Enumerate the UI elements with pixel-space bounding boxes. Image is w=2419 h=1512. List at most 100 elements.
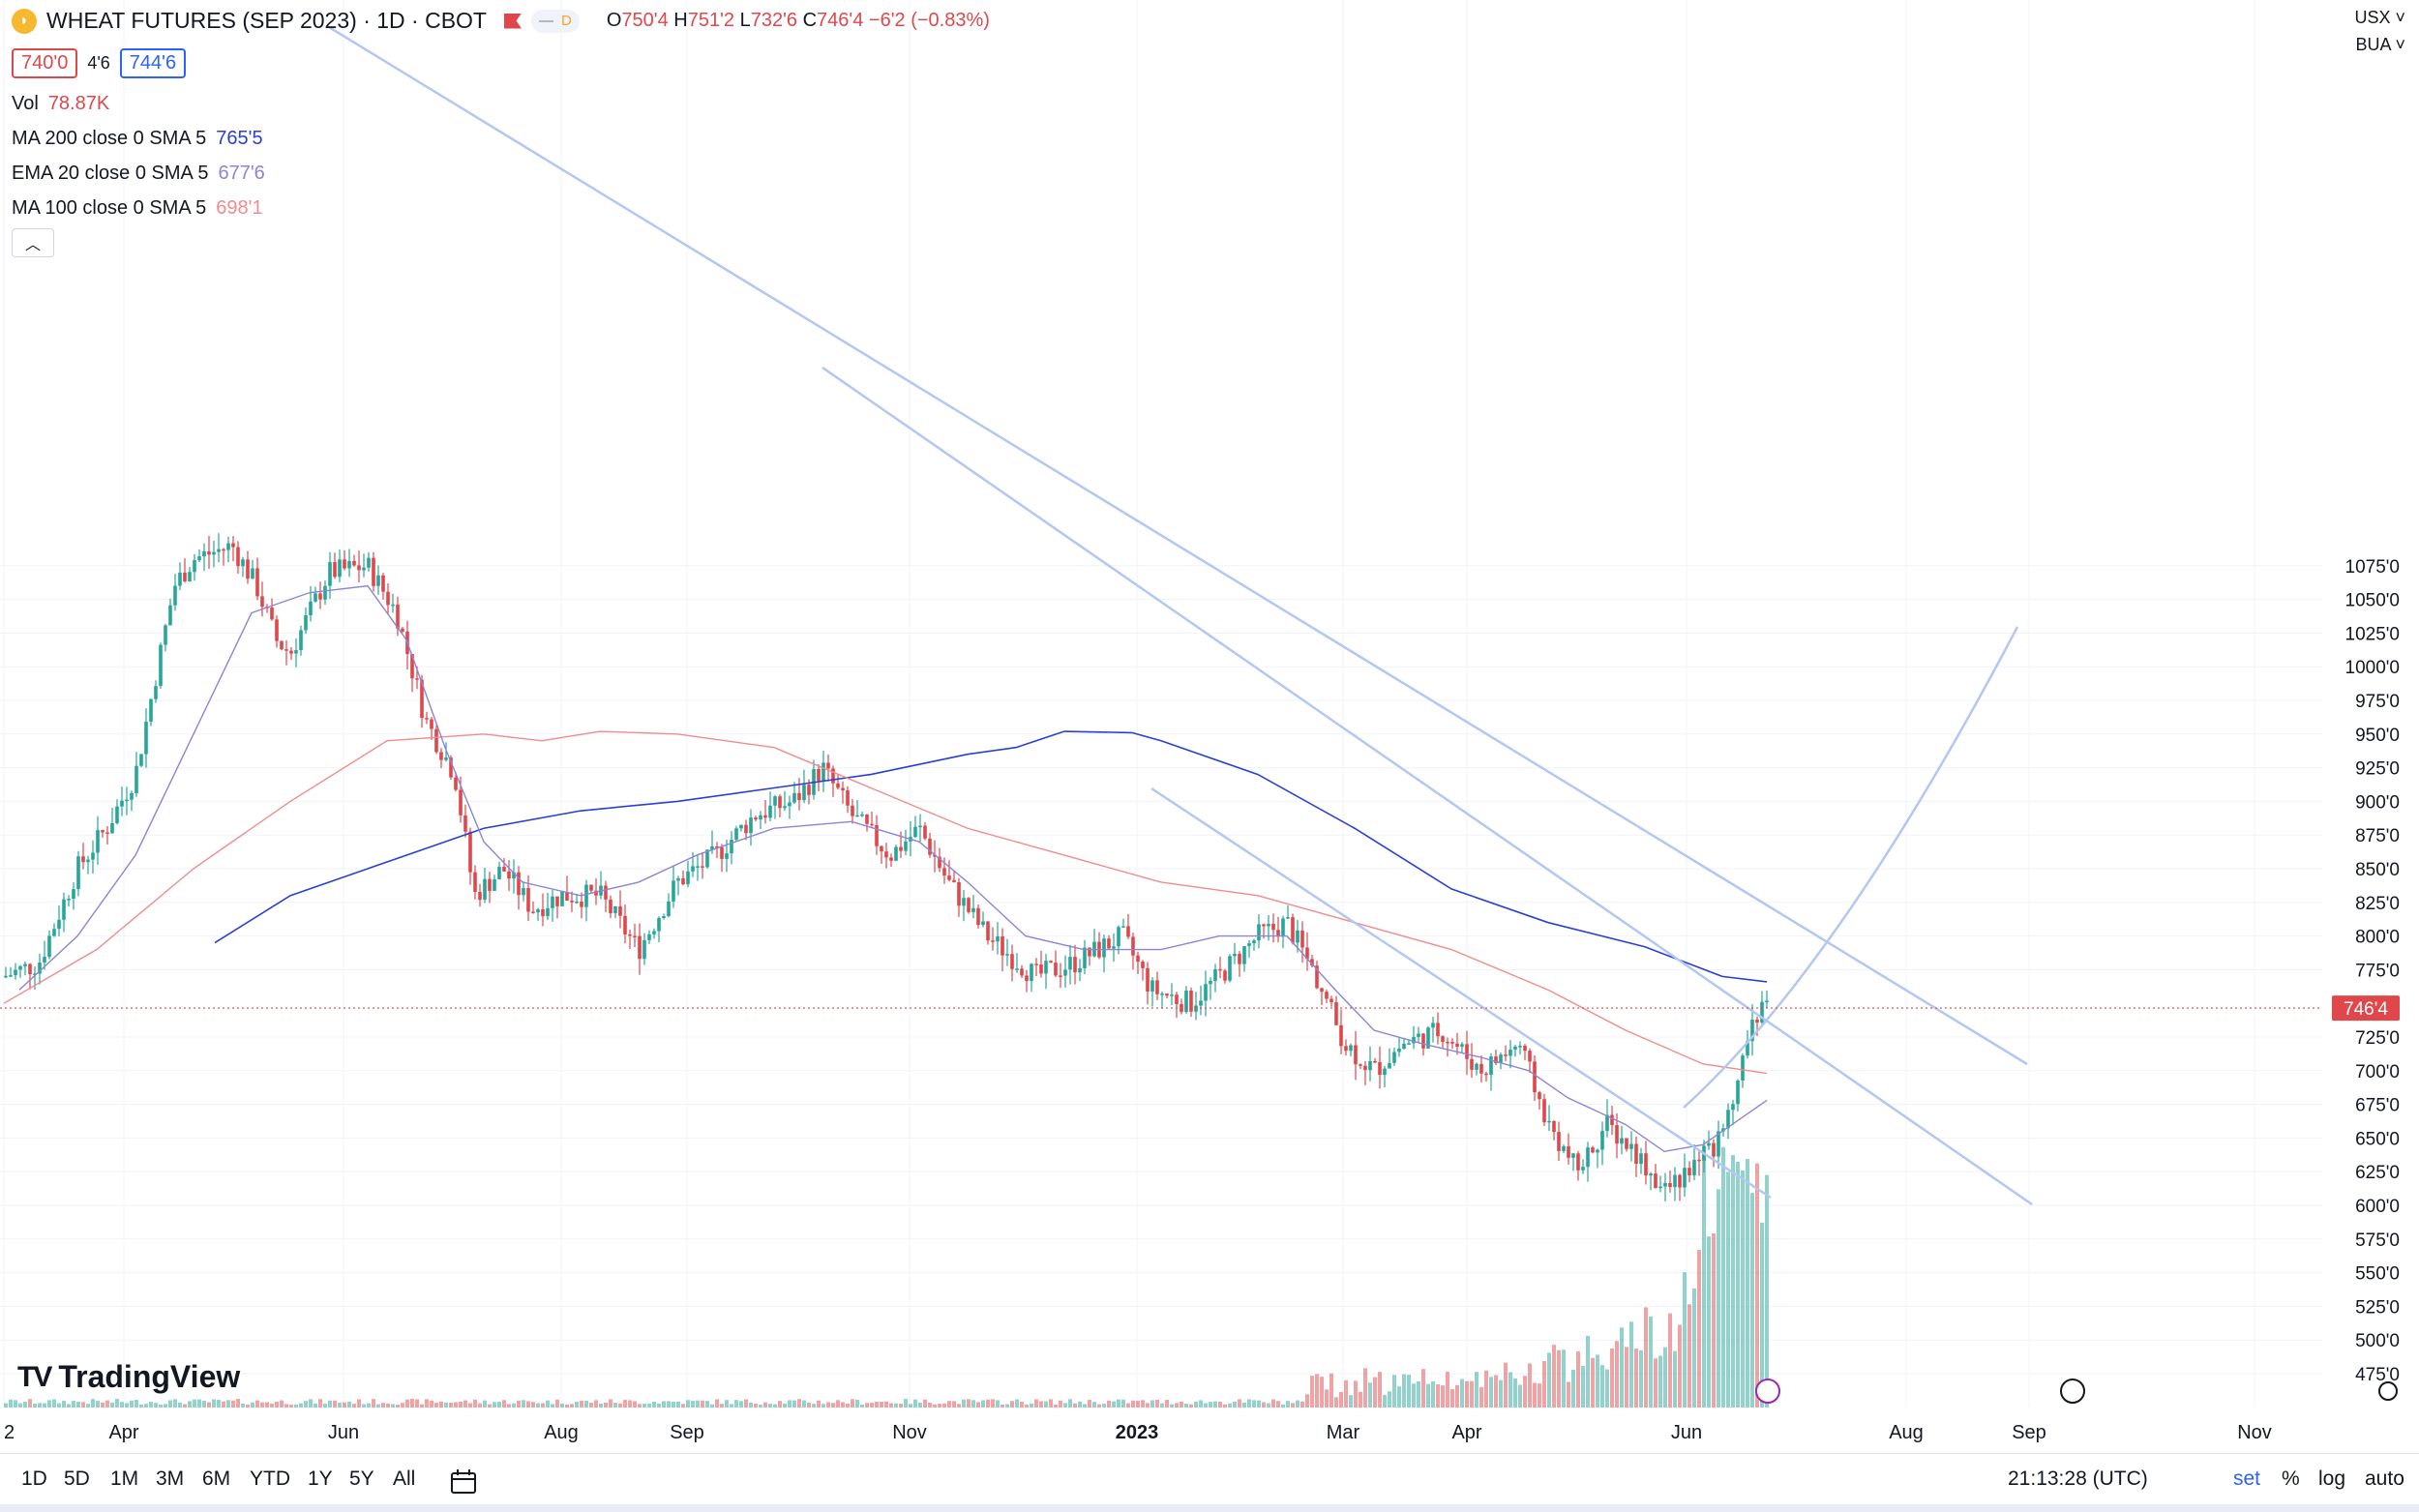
candle-body: [1121, 926, 1125, 928]
volume-bar: [420, 1404, 424, 1408]
currency-select[interactable]: USX ˅: [2354, 8, 2405, 27]
candle-body: [1233, 953, 1237, 957]
volume-bar: [1242, 1402, 1246, 1408]
candle-body: [343, 559, 346, 569]
volume-bar: [846, 1403, 850, 1408]
unit-select[interactable]: BUA ˅: [2355, 35, 2405, 54]
trendline-curve: [1683, 626, 2019, 1109]
candle-body: [333, 562, 337, 578]
candle-body: [1315, 965, 1319, 989]
indicator-vol[interactable]: Vol 78.87K: [12, 93, 110, 114]
price-axis-label: 1000'0: [2345, 658, 2400, 678]
volume-bar: [715, 1399, 719, 1408]
volume-bar: [488, 1404, 492, 1408]
candle-body: [1025, 975, 1029, 982]
volume-bar: [1218, 1401, 1222, 1408]
volume-bar: [43, 1403, 46, 1408]
candle-body: [1489, 1056, 1493, 1076]
volume-bar: [1088, 1400, 1091, 1408]
percent-toggle[interactable]: %: [2282, 1468, 2300, 1490]
volume-bar: [1596, 1354, 1599, 1408]
auto-toggle[interactable]: auto: [2365, 1468, 2404, 1490]
indicator-ma200[interactable]: MA 200 close 0 SMA 5 765'5: [12, 128, 263, 149]
volume-bar: [1025, 1404, 1029, 1408]
volume-bar: [1499, 1379, 1503, 1408]
volume-bar: [1542, 1361, 1546, 1408]
volume-bar: [241, 1403, 245, 1408]
candle-body: [154, 686, 158, 699]
utc-clock[interactable]: 21:13:28 (UTC): [2008, 1468, 2148, 1490]
candle-body: [459, 789, 463, 815]
symbol-title[interactable]: WHEAT FUTURES (SEP 2023) · 1D · CBOT: [46, 8, 487, 33]
log-toggle[interactable]: log: [2318, 1468, 2346, 1490]
volume-bar: [1194, 1401, 1198, 1408]
candle-body: [1344, 1046, 1348, 1052]
candle-body: [1242, 946, 1246, 964]
volume-bar: [967, 1399, 971, 1408]
volume-bar: [1262, 1402, 1266, 1408]
candle-body: [754, 817, 758, 820]
range-3m[interactable]: 3M: [156, 1468, 185, 1490]
range-6m[interactable]: 6M: [202, 1468, 231, 1490]
buy-price-button[interactable]: 744'6: [119, 48, 187, 78]
range-5y[interactable]: 5Y: [349, 1468, 374, 1490]
range-1y[interactable]: 1Y: [308, 1468, 333, 1490]
volume-bar: [1238, 1399, 1241, 1408]
volume-bars: [4, 1146, 1769, 1408]
volume-bar: [691, 1401, 695, 1408]
flag-icon[interactable]: [503, 13, 522, 29]
sell-price-button[interactable]: 740'0: [12, 48, 78, 78]
indicator-ma100[interactable]: MA 100 close 0 SMA 5 698'1: [12, 197, 263, 219]
price-axis-label: 925'0: [2355, 759, 2400, 780]
session-toggle[interactable]: set: [2233, 1468, 2261, 1490]
volume-bar: [638, 1404, 642, 1408]
volume-bar: [507, 1404, 511, 1408]
range-5d[interactable]: 5D: [64, 1468, 90, 1490]
trendlines: [328, 25, 2033, 1206]
tradingview-watermark[interactable]: TV TradingView: [17, 1359, 241, 1394]
volume-bar: [1576, 1351, 1580, 1408]
range-all[interactable]: All: [393, 1468, 416, 1490]
volume-bar: [168, 1400, 172, 1408]
candle-body: [1446, 1041, 1449, 1044]
volume-bar: [1605, 1369, 1609, 1408]
candle-body: [241, 559, 245, 567]
last-price-label: 746'4: [2344, 999, 2388, 1020]
volume-bar: [1639, 1349, 1643, 1408]
volume-bar: [260, 1402, 264, 1408]
range-1d[interactable]: 1D: [21, 1468, 47, 1490]
volume-bar: [1446, 1371, 1449, 1408]
volume-bar: [1489, 1377, 1493, 1408]
indicator-ema20[interactable]: EMA 20 close 0 SMA 5 677'6: [12, 163, 265, 184]
price-axis-label: 875'0: [2355, 826, 2400, 846]
candle-body: [894, 846, 898, 861]
volume-bar: [1223, 1404, 1227, 1408]
candle-body: [1412, 1036, 1416, 1044]
candle-body: [86, 859, 90, 863]
candle-body: [67, 899, 71, 901]
volume-bar: [347, 1401, 351, 1408]
volume-bar: [986, 1399, 990, 1408]
volume-bar: [217, 1400, 221, 1408]
wheat-symbol-icon[interactable]: ◗: [12, 8, 37, 34]
candle-body: [1750, 1020, 1754, 1042]
candle-body: [1146, 967, 1150, 992]
candle-body: [47, 935, 51, 958]
volume-bar: [1092, 1402, 1096, 1408]
volume-bar: [483, 1400, 487, 1408]
volume-bar: [110, 1402, 114, 1408]
range-ytd[interactable]: YTD: [250, 1468, 290, 1490]
range-1m[interactable]: 1M: [110, 1468, 139, 1490]
candle-body: [1731, 1104, 1735, 1111]
ema20-line: [18, 584, 1768, 1153]
candle-body: [1523, 1046, 1527, 1052]
candle-body: [638, 935, 642, 960]
candle-body: [628, 934, 632, 936]
visibility-toggle[interactable]: — D: [530, 9, 580, 33]
candle-body: [1334, 1002, 1338, 1025]
calendar-icon[interactable]: [449, 1468, 478, 1500]
collapse-legend-button[interactable]: ︿: [12, 228, 54, 257]
price-chart[interactable]: 2 Apr Jun Aug Sep Nov 2023 Mar Apr Jun Aug Sep Nov 10…: [0, 0, 2419, 1451]
volume-bar: [589, 1403, 593, 1408]
candle-body: [1078, 967, 1082, 973]
